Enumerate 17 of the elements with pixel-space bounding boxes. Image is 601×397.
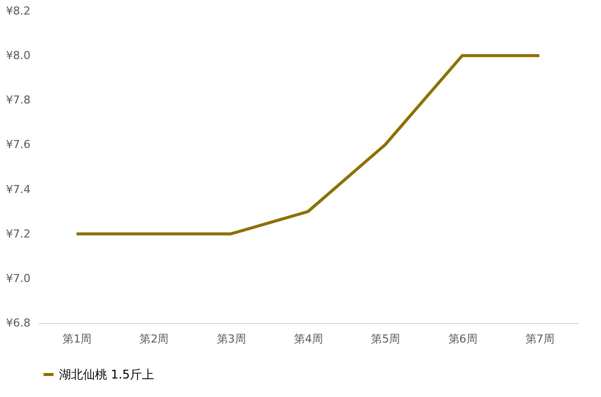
y-tick-label: ¥8.2 bbox=[6, 4, 30, 18]
line-series bbox=[75, 54, 541, 236]
y-tick-label: ¥7.8 bbox=[6, 94, 30, 107]
x-tick-label: 第4周 bbox=[294, 332, 323, 346]
x-tick-label: 第2周 bbox=[140, 332, 169, 346]
y-tick-label: ¥7.6 bbox=[6, 138, 30, 152]
x-tick-label: 第5周 bbox=[371, 332, 400, 346]
x-tick-label: 第1周 bbox=[62, 332, 92, 346]
y-tick-label: ¥7.2 bbox=[6, 227, 30, 240]
y-tick-label: ¥8.0 bbox=[6, 49, 30, 62]
y-tick-label: ¥7.0 bbox=[6, 272, 30, 285]
x-tick-label: 第7周 bbox=[525, 332, 554, 346]
x-tick-label: 第3周 bbox=[216, 332, 246, 346]
x-tick-label: 第6周 bbox=[448, 332, 478, 346]
y-tick-label: ¥7.4 bbox=[6, 182, 30, 196]
y-tick-label: ¥6.8 bbox=[6, 316, 30, 330]
legend-label: 湖北仙桃 1.5斤上 bbox=[59, 368, 154, 382]
